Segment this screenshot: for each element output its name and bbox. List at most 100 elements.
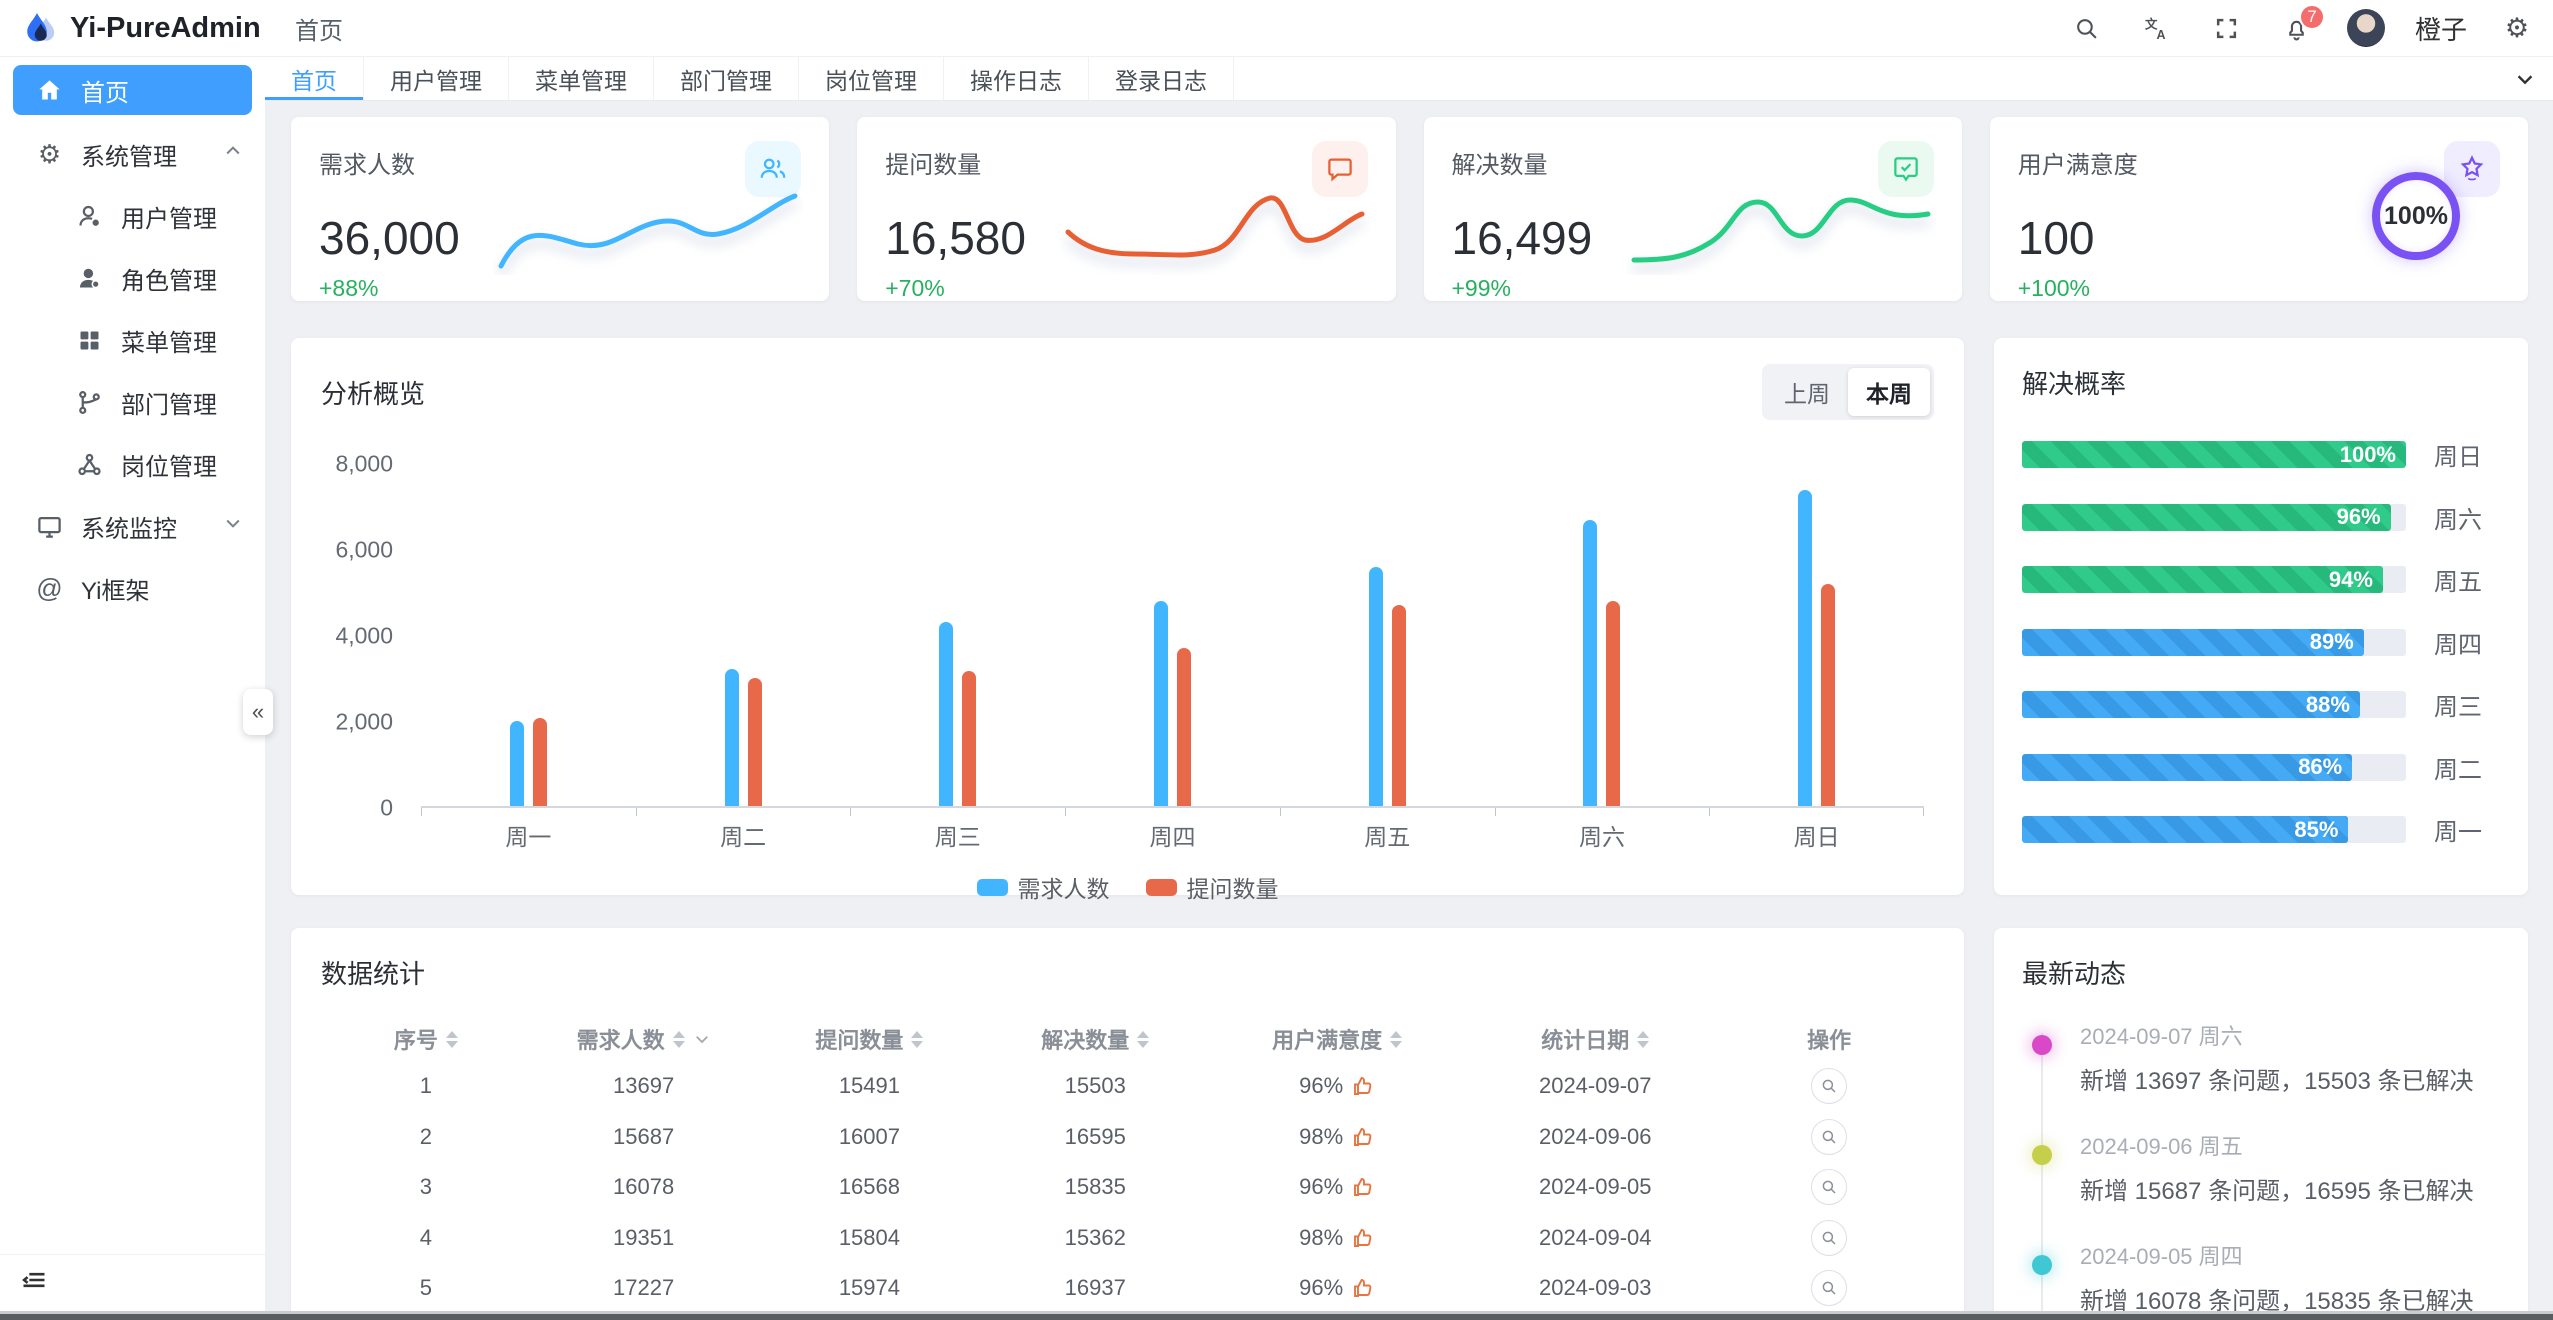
page-tab[interactable]: 操作日志 bbox=[944, 57, 1089, 100]
y-tick-label: 6,000 bbox=[335, 536, 393, 563]
progress-track: 86% bbox=[2022, 753, 2406, 781]
horizontal-scrollbar[interactable] bbox=[0, 1311, 2553, 1320]
progress-track: 100% bbox=[2022, 441, 2406, 468]
settings-gear-icon[interactable]: ⚙ bbox=[2504, 12, 2530, 43]
table-row[interactable]: 4 19351 15804 15362 98% bbox=[321, 1213, 1934, 1264]
progress-fill: 86% bbox=[2022, 753, 2353, 781]
sidebar-item-home[interactable]: 首页 bbox=[13, 65, 252, 115]
view-detail-button[interactable] bbox=[1811, 1270, 1848, 1307]
probability-row: 86% 周二 bbox=[2022, 750, 2500, 785]
sidebar-item-post-management[interactable]: 岗位管理 bbox=[0, 433, 265, 495]
stat-card-satisfaction: 用户满意度 100 +100% 100% bbox=[1989, 117, 2528, 301]
sidebar-item-yi-framework[interactable]: @ Yi框架 bbox=[36, 572, 150, 605]
table-header: 序号 需求人数 提问数量 解决数量 用户满意度 统计日期 操作 bbox=[321, 1017, 1934, 1061]
sort-icon[interactable] bbox=[445, 1030, 458, 1048]
col-index[interactable]: 序号 bbox=[321, 1023, 531, 1055]
bar-chart-plot bbox=[421, 464, 1924, 816]
page-tab[interactable]: 菜单管理 bbox=[509, 57, 654, 100]
probability-row: 88% 周三 bbox=[2022, 687, 2500, 722]
breadcrumb[interactable]: 首页 bbox=[295, 17, 343, 45]
view-detail-button[interactable] bbox=[1811, 1118, 1848, 1155]
collapse-panel-button[interactable]: « bbox=[243, 689, 273, 735]
table-row[interactable]: 5 17227 15974 16937 96% bbox=[321, 1263, 1934, 1314]
stat-card-solved: 解决数量 16,499 +99% bbox=[1423, 117, 1962, 301]
grid-icon bbox=[76, 327, 103, 354]
col-satisfaction[interactable]: 用户满意度 bbox=[1208, 1023, 1466, 1055]
sidebar-item-menu-management[interactable]: 菜单管理 bbox=[0, 309, 265, 371]
page-tab[interactable]: 首页 bbox=[265, 57, 364, 100]
page-tab[interactable]: 用户管理 bbox=[364, 57, 509, 100]
progress-track: 94% bbox=[2022, 566, 2406, 593]
bar-提问数量-周日 bbox=[1821, 583, 1836, 806]
range-button[interactable]: 本周 bbox=[1848, 368, 1930, 416]
x-axis-labels: 周一 周二 周三 周四 周五 周六 周日 bbox=[421, 818, 1924, 852]
trend-sparkline-green bbox=[1631, 197, 1931, 263]
y-tick-label: 4,000 bbox=[335, 622, 393, 649]
avatar[interactable] bbox=[2346, 9, 2385, 47]
y-tick-label: 2,000 bbox=[335, 708, 393, 735]
sort-icon[interactable] bbox=[911, 1030, 924, 1048]
water-drop-logo-icon bbox=[27, 13, 55, 42]
filter-chevron-down-icon[interactable] bbox=[693, 1030, 711, 1048]
range-button[interactable]: 上周 bbox=[1784, 381, 1830, 407]
sidebar-item-system-monitor[interactable]: 系统监控 bbox=[0, 495, 265, 557]
col-date[interactable]: 统计日期 bbox=[1466, 1023, 1724, 1055]
x-tick-label: 周一 bbox=[505, 824, 552, 850]
sidebar-item-user-management[interactable]: 用户管理 bbox=[0, 185, 265, 247]
sort-icon[interactable] bbox=[1637, 1030, 1650, 1048]
chevron-down-icon bbox=[223, 512, 243, 540]
sort-icon[interactable] bbox=[672, 1030, 685, 1048]
tabs-container: 首页 用户管理 菜单管理 部门管理 岗位管理 操作日志 登录日志 bbox=[265, 57, 1234, 100]
solve-probability-card: 解决概率 100% 周日 96% bbox=[1994, 338, 2528, 895]
page-tab[interactable]: 岗位管理 bbox=[799, 57, 944, 100]
sidebar-item-department-management[interactable]: 部门管理 bbox=[0, 371, 265, 433]
monitor-icon bbox=[36, 513, 63, 540]
x-tick-label: 周五 bbox=[1364, 824, 1411, 850]
thumb-up-icon bbox=[1351, 1276, 1375, 1300]
gear-icon: ⚙ bbox=[37, 138, 62, 169]
analysis-title: 分析概览 bbox=[321, 378, 426, 409]
branch-icon bbox=[76, 389, 103, 416]
legend-item[interactable]: 需求人数 bbox=[976, 870, 1110, 904]
table-row[interactable]: 1 13697 15491 15503 96% bbox=[321, 1061, 1934, 1112]
timeline-dot bbox=[2032, 1035, 2052, 1055]
bar-提问数量-周六 bbox=[1606, 600, 1621, 806]
table-row[interactable]: 2 15687 16007 16595 98% bbox=[321, 1112, 1934, 1163]
col-solved[interactable]: 解决数量 bbox=[982, 1023, 1208, 1055]
sidebar-item-role-management[interactable]: 角色管理 bbox=[0, 247, 265, 309]
data-statistics-title: 数据统计 bbox=[321, 959, 426, 989]
app-title: Yi-PureAdmin bbox=[70, 11, 261, 44]
collapse-sidebar-icon bbox=[20, 1266, 48, 1299]
view-detail-button[interactable] bbox=[1811, 1068, 1848, 1105]
sort-icon[interactable] bbox=[1137, 1030, 1150, 1048]
table-row[interactable]: 3 16078 16568 15835 96% bbox=[321, 1162, 1934, 1213]
sidebar-item-system-management[interactable]: ⚙ 系统管理 bbox=[0, 123, 265, 185]
app-logo[interactable]: Yi-PureAdmin bbox=[0, 0, 265, 56]
col-demand[interactable]: 需求人数 bbox=[531, 1023, 757, 1055]
probability-row: 89% 周四 bbox=[2022, 625, 2500, 660]
probability-list: 100% 周日 96% 周六 bbox=[2022, 437, 2500, 847]
page-tab[interactable]: 部门管理 bbox=[654, 57, 799, 100]
col-questions[interactable]: 提问数量 bbox=[757, 1023, 983, 1055]
legend-item[interactable]: 提问数量 bbox=[1145, 870, 1279, 904]
sort-icon[interactable] bbox=[1390, 1030, 1403, 1048]
notification-badge: 7 bbox=[2298, 4, 2325, 30]
tabs-menu-chevron-down-icon[interactable] bbox=[2497, 57, 2553, 100]
fullscreen-icon[interactable] bbox=[2207, 8, 2247, 48]
view-detail-button[interactable] bbox=[1811, 1169, 1848, 1206]
data-statistics-card: 数据统计 序号 需求人数 提问数量 解决数量 用户满意度 统计日期 操作 1 bbox=[291, 928, 1964, 1320]
main-content: 需求人数 36,000 +88% 提问数量 16,580 +70% bbox=[265, 101, 2553, 1320]
notification-bell-icon[interactable]: 7 bbox=[2277, 4, 2325, 48]
satisfaction-ring: 100% bbox=[2372, 172, 2460, 261]
view-detail-button[interactable] bbox=[1811, 1219, 1848, 1256]
progress-fill: 88% bbox=[2022, 691, 2360, 718]
page-tab[interactable]: 登录日志 bbox=[1089, 57, 1234, 100]
bar-需求人数-周五 bbox=[1368, 566, 1383, 806]
username[interactable]: 橙子 bbox=[2414, 14, 2467, 45]
collapse-sidebar-button[interactable] bbox=[0, 1254, 265, 1310]
search-icon[interactable] bbox=[2067, 8, 2107, 48]
progress-fill: 100% bbox=[2022, 441, 2406, 468]
bar-提问数量-周二 bbox=[747, 677, 762, 806]
